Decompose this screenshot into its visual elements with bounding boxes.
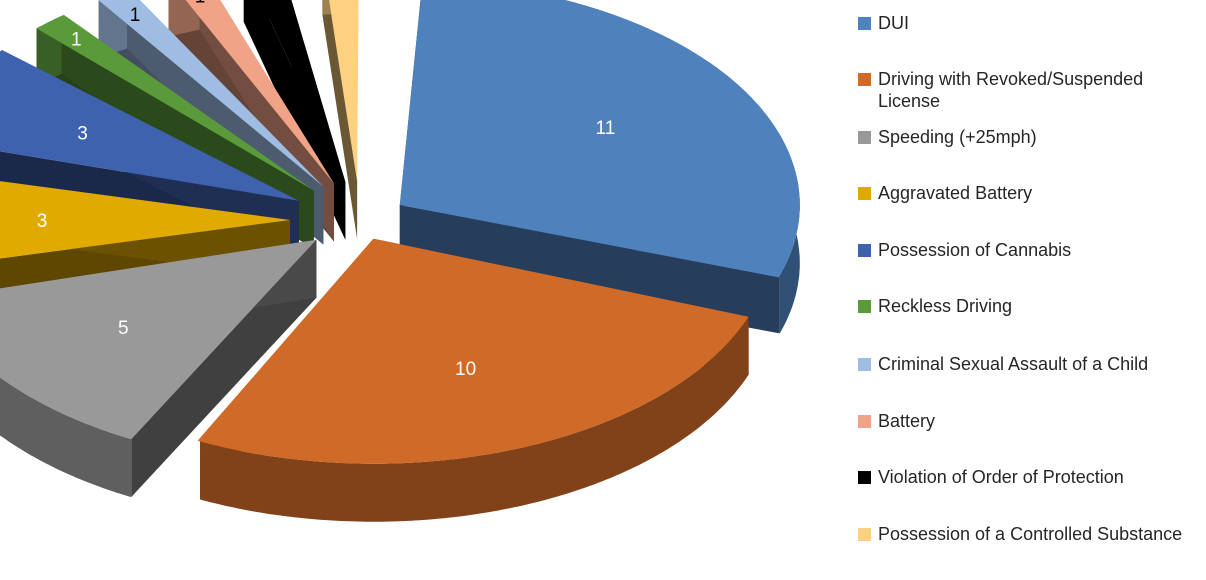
legend-swatch bbox=[858, 300, 871, 313]
legend-label: Speeding (+25mph) bbox=[878, 127, 1037, 147]
legend: DUI Driving with Revoked/Suspended Licens… bbox=[858, 0, 1206, 580]
legend-label: Reckless Driving bbox=[878, 296, 1013, 316]
legend-swatch bbox=[858, 358, 871, 371]
pie-slice-violation-of-order-of-protection bbox=[260, 0, 346, 182]
slice-value-label: 5 bbox=[118, 318, 129, 339]
legend-swatch bbox=[858, 73, 871, 86]
pie-tops bbox=[0, 0, 800, 464]
pie-slice-dui bbox=[399, 0, 800, 278]
slice-value-label: 10 bbox=[455, 359, 476, 380]
pie-labels: 111053311111 bbox=[37, 0, 616, 380]
pie-slice-possession-of-a-controlled-substance bbox=[329, 0, 359, 181]
pie-slice-battery bbox=[185, 0, 334, 184]
pie-slice-possession-of-cannabis bbox=[0, 50, 299, 201]
legend-swatch bbox=[858, 528, 871, 541]
legend-label: Aggravated Battery bbox=[878, 183, 1033, 203]
legend-swatch bbox=[858, 17, 871, 30]
pie-chart: 111053311111 bbox=[0, 0, 800, 522]
legend-label: Possession of a Controlled Substance bbox=[878, 524, 1183, 544]
pie-slice-reckless-driving bbox=[36, 14, 314, 191]
slice-value-label: 3 bbox=[77, 124, 88, 145]
pie-slice-criminal-sexual-assault-of-a-child bbox=[98, 0, 324, 187]
slice-value-label: 1 bbox=[195, 0, 206, 8]
legend-swatch bbox=[858, 187, 871, 200]
legend-label: Driving with Revoked/Suspended License bbox=[878, 69, 1144, 111]
legend-swatch bbox=[858, 471, 871, 484]
legend-label: Criminal Sexual Assault of a Child bbox=[878, 354, 1149, 374]
legend-swatch bbox=[858, 131, 871, 144]
pie-slice-speeding-25mph bbox=[0, 239, 317, 440]
legend-swatch bbox=[858, 244, 871, 257]
slice-value-label: 3 bbox=[37, 211, 48, 232]
slice-value-label: 1 bbox=[71, 29, 82, 50]
legend-swatch bbox=[858, 415, 871, 428]
legend-label: Possession of Cannabis bbox=[878, 240, 1072, 260]
slice-value-label: 1 bbox=[130, 5, 141, 26]
legend-label: Violation of Order of Protection bbox=[878, 467, 1124, 487]
slice-value-label: 11 bbox=[596, 118, 616, 139]
legend-label: DUI bbox=[878, 13, 909, 33]
pie-slice-driving-with-revoked-suspended-license bbox=[197, 238, 749, 464]
legend-label: Battery bbox=[878, 411, 936, 431]
pie-slice-aggravated-battery bbox=[0, 181, 290, 259]
